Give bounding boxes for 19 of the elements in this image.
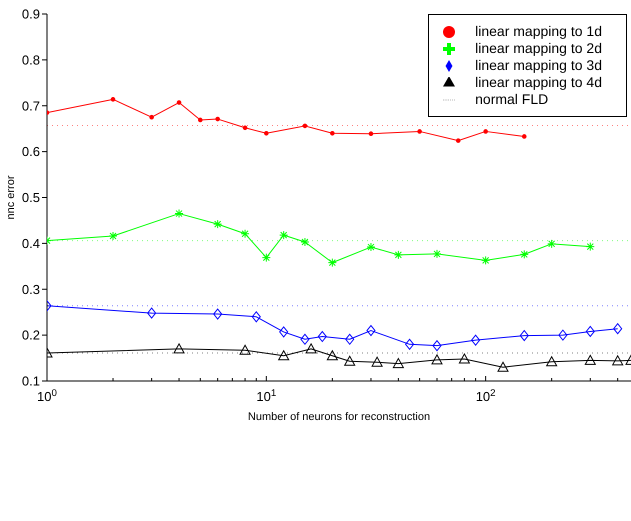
legend-label: linear mapping to 2d <box>475 40 602 56</box>
x-tick-label: 10$^{0}$ <box>37 388 58 404</box>
y-tick-label: 0.9 <box>22 6 40 22</box>
y-tick-label: 0.5 <box>22 190 40 206</box>
y-tick-label: 0.1 <box>22 374 40 389</box>
y-tick-label: 0.7 <box>22 98 40 114</box>
y-tick-label: 0.8 <box>22 52 40 68</box>
y-axis-title: nnc error <box>4 175 17 220</box>
legend-label: linear mapping to 1d <box>475 23 602 39</box>
y-tick-label: 0.4 <box>22 236 40 251</box>
x-tick-label: 10$^{1}$ <box>256 388 276 404</box>
y-tick-label: 0.3 <box>22 282 40 297</box>
legend-label: linear mapping to 4d <box>475 74 602 90</box>
legend-label: normal FLD <box>475 91 548 107</box>
y-tick-label: 0.6 <box>22 144 40 160</box>
x-axis-title: Number of neurons for reconstruction <box>248 411 430 423</box>
legend-label: linear mapping to 3d <box>475 57 602 73</box>
x-tick-label: 10$^{2}$ <box>476 388 496 404</box>
y-tick-label: 0.2 <box>22 328 40 343</box>
